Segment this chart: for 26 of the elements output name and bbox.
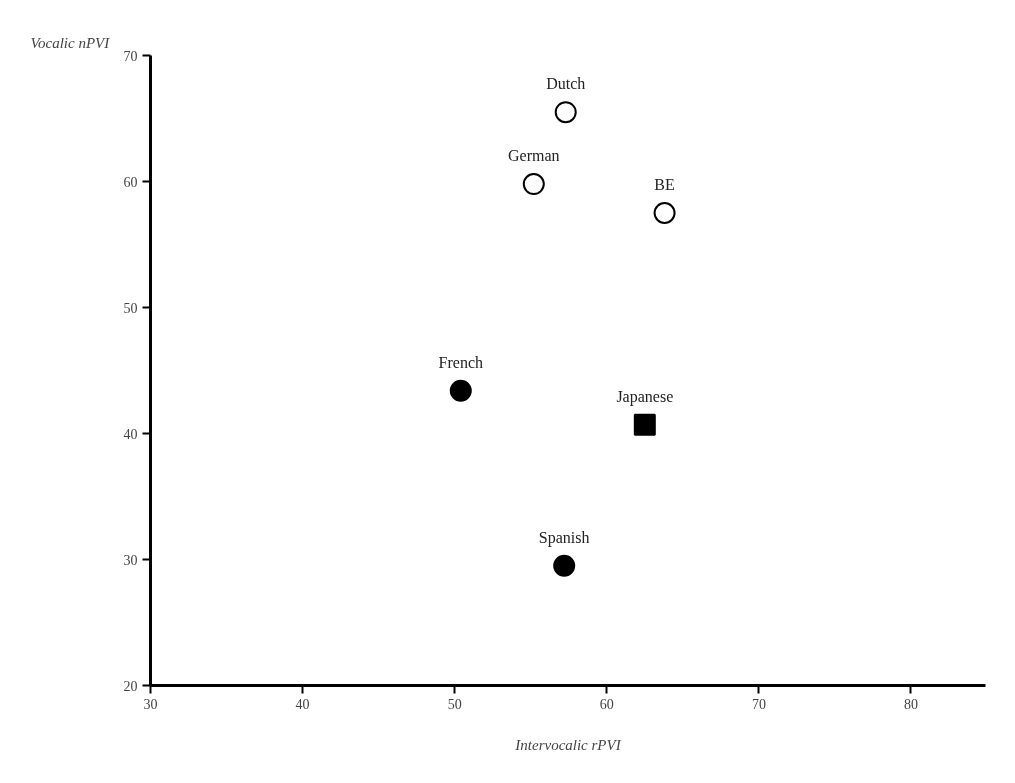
y-tick-label: 50: [123, 300, 138, 316]
y-tick-label: 70: [123, 48, 138, 64]
y-axis-title: Vocalic nPVI: [30, 34, 111, 51]
point: [653, 202, 676, 224]
x-tick-label: 60: [599, 696, 614, 712]
annotation: French: [438, 353, 483, 371]
annotation: Spanish: [538, 528, 590, 547]
annotation: German: [508, 147, 560, 165]
point: [554, 101, 577, 124]
x-tick-label: 50: [447, 696, 462, 712]
y-tick-label: 20: [123, 678, 138, 694]
point: [449, 379, 472, 402]
y-tick-label: 60: [123, 174, 138, 190]
annotation: BE: [654, 176, 675, 193]
y-tick-label: 30: [123, 552, 138, 568]
point: [633, 413, 656, 436]
x-tick-label: 70: [751, 696, 766, 712]
x-axis-title: Intervocalic rPVI: [514, 736, 622, 753]
annotation: Japanese: [616, 387, 674, 406]
x-tick-label: 40: [295, 696, 310, 712]
x-tick-label: 80: [903, 696, 918, 712]
point: [522, 173, 545, 195]
annotation: Dutch: [546, 75, 586, 93]
y-tick-label: 40: [123, 426, 138, 442]
x-tick-label: 30: [143, 696, 158, 712]
point: [553, 554, 576, 577]
